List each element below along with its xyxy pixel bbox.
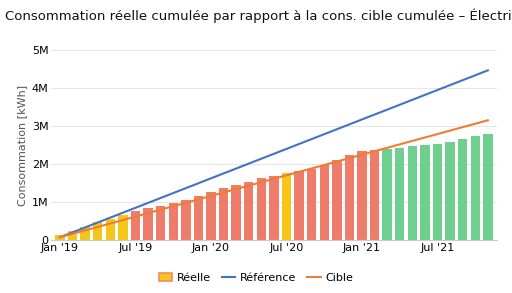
Bar xyxy=(118,215,127,240)
Bar xyxy=(257,178,266,240)
Bar xyxy=(357,151,367,240)
Bar xyxy=(395,148,404,240)
Bar xyxy=(307,169,316,240)
Bar xyxy=(143,208,153,240)
Bar xyxy=(55,235,65,240)
Legend: Réelle, Référence, Cible: Réelle, Référence, Cible xyxy=(155,269,357,287)
Bar xyxy=(168,202,178,240)
Bar xyxy=(194,196,203,240)
Bar xyxy=(156,206,165,240)
Bar xyxy=(219,188,228,240)
Bar xyxy=(80,226,90,240)
Bar xyxy=(294,171,304,240)
Text: Consommation réelle cumulée par rapport à la cons. cible cumulée – Électricité: Consommation réelle cumulée par rapport … xyxy=(5,9,512,23)
Bar xyxy=(471,136,480,240)
Bar xyxy=(420,145,430,240)
Bar xyxy=(231,185,241,240)
Bar xyxy=(332,160,342,240)
Y-axis label: Consommation [kWh]: Consommation [kWh] xyxy=(17,84,28,206)
Bar xyxy=(269,176,279,240)
Bar xyxy=(105,219,115,240)
Bar xyxy=(319,165,329,240)
Bar xyxy=(206,192,216,240)
Bar xyxy=(382,149,392,240)
Bar xyxy=(445,142,455,240)
Bar xyxy=(282,173,291,240)
Bar xyxy=(408,146,417,240)
Bar xyxy=(483,134,493,240)
Bar xyxy=(458,139,467,240)
Bar xyxy=(244,182,253,240)
Bar xyxy=(68,231,77,240)
Bar xyxy=(370,150,379,240)
Bar xyxy=(433,144,442,240)
Bar xyxy=(181,200,190,240)
Bar xyxy=(345,155,354,240)
Bar xyxy=(93,222,102,240)
Bar xyxy=(131,211,140,240)
